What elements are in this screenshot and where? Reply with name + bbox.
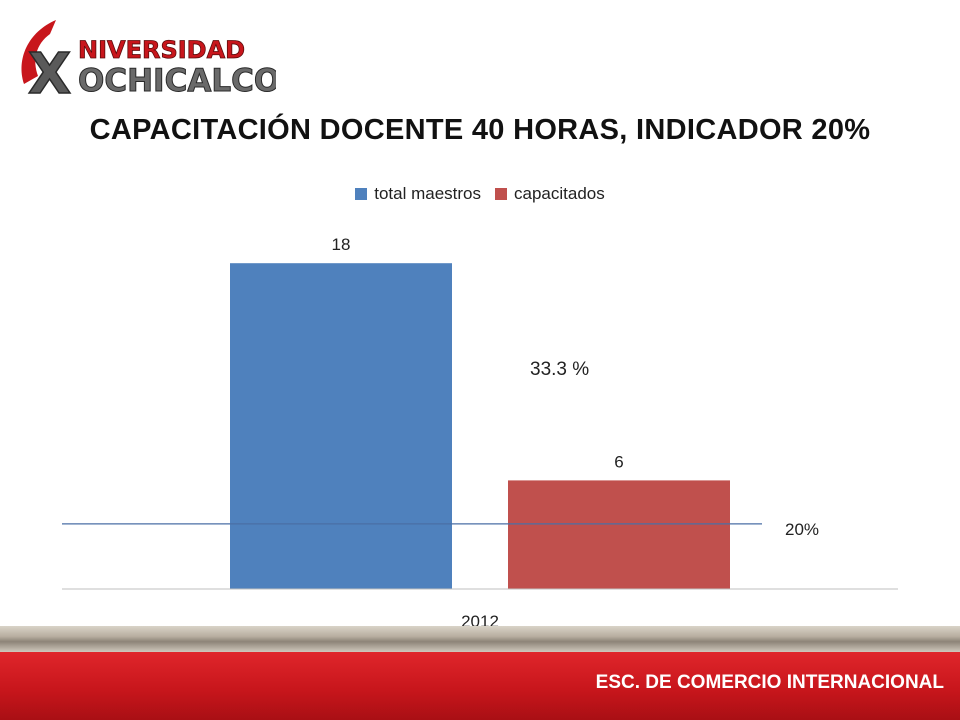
legend-swatch-total-maestros (355, 188, 368, 200)
logo-line1: NIVERSIDAD (78, 36, 245, 64)
bar-capacitados (508, 480, 730, 589)
footer-school-name: ESC. DE COMERCIO INTERNACIONAL (595, 672, 944, 693)
footer-band (0, 652, 960, 720)
legend-label-total-maestros: total maestros (374, 184, 482, 203)
legend-swatch-capacitados (495, 188, 508, 200)
chart-legend: total maestros capacitados (0, 184, 960, 204)
data-label-total-maestros: 18 (332, 235, 351, 254)
reference-line-label: 20% (785, 520, 819, 539)
logo-x-letter: X (28, 42, 71, 98)
chart-title: CAPACITACIÓN DOCENTE 40 HORAS, INDICADOR… (89, 114, 871, 146)
bar-total-maestros (230, 263, 452, 589)
logo-swoosh-icon (21, 20, 56, 84)
universidad-xochicalco-logo: X NIVERSIDAD OCHICALCO (21, 20, 276, 98)
legend-item-total-maestros: total maestros (355, 184, 481, 204)
footer-decorative-strip (0, 626, 960, 652)
data-label-capacitados: 6 (614, 452, 623, 471)
logo-line2: OCHICALCO (78, 63, 276, 98)
legend-label-capacitados: capacitados (514, 184, 605, 203)
legend-item-capacitados: capacitados (495, 184, 605, 204)
percentage-annotation: 33.3 % (530, 359, 589, 380)
